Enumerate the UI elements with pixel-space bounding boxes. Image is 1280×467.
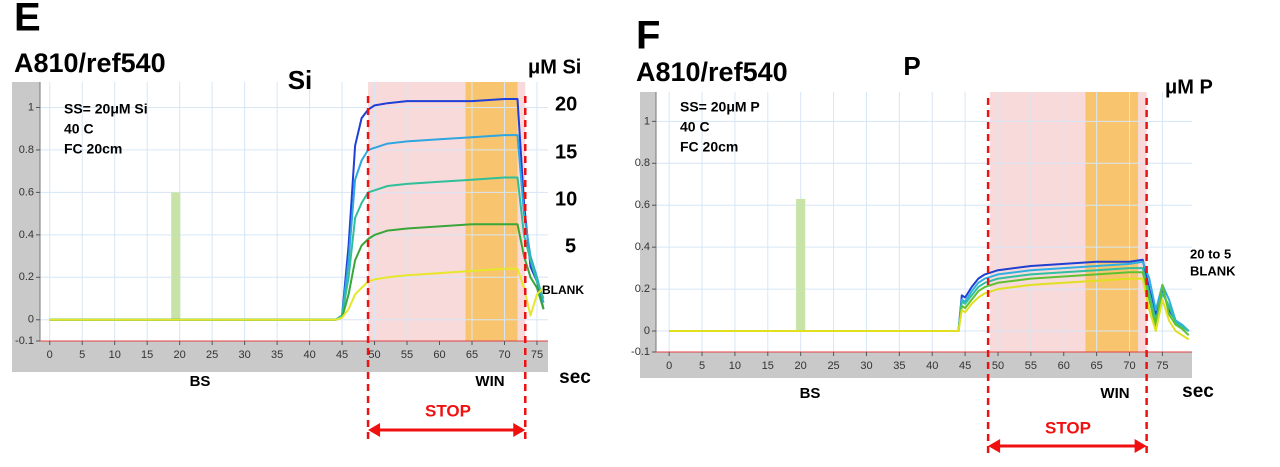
x-tick-label: 60 [433,349,445,361]
win-label: WIN [475,373,504,390]
y-tick-label: 0 [28,314,34,326]
bs-bar [171,192,181,320]
bs-label: BS [800,385,821,402]
y-tick-label: -0.1 [631,346,650,358]
x-tick-label: 10 [109,349,121,361]
y-tick-label: 0.6 [19,186,34,198]
x-tick-label: 5 [699,360,705,372]
bs-bar [796,198,806,332]
series-label: 5 [565,235,576,257]
panel-letter: E [14,0,41,40]
shaded-band [1085,92,1139,352]
win-label: WIN [1100,385,1129,402]
x-tick-label: 50 [992,360,1004,372]
side-label: 20 to 5 [1190,246,1231,261]
x-tick-label: 50 [368,349,380,361]
x-tick-label: 0 [47,349,53,361]
y-tick-label: 1 [28,101,34,113]
annotation: 40 C [64,121,94,137]
x-tick-label: 60 [1058,360,1070,372]
x-tick-label: 75 [1156,360,1168,372]
x-tick-label: 40 [303,349,315,361]
x-tick-label: 55 [401,349,413,361]
series-label: 10 [555,188,577,210]
annotation: SS= 20μM Si [64,101,148,117]
x-tick-label: 70 [498,349,510,361]
x-tick-label: 65 [1091,360,1103,372]
stop-label: STOP [1045,418,1091,437]
x-tick-label: 75 [531,349,543,361]
series-label: BLANK [542,283,584,297]
chart-title: A810/ref540 [14,48,166,78]
x-tick-label: 25 [206,349,218,361]
stop-label: STOP [425,401,471,420]
x-tick-label: 45 [336,349,348,361]
bs-label: BS [190,373,211,390]
x-tick-label: 0 [666,360,672,372]
series-line [669,277,1190,341]
chart-title: A810/ref540 [636,57,788,87]
y-tick-label: 0.2 [635,283,650,295]
x-tick-label: 10 [729,360,741,372]
series-line [49,267,545,321]
x-tick-label: 5 [79,349,85,361]
y-tick-label: 0.8 [635,157,650,169]
annotation: SS= 20μM P [680,99,760,115]
x-tick-label: 35 [271,349,283,361]
side-label: BLANK [1190,263,1236,278]
x-unit: sec [559,367,591,388]
element-label: P [903,51,920,81]
x-tick-label: 25 [827,360,839,372]
annotation: 40 C [680,119,710,135]
x-tick-label: 15 [762,360,774,372]
y-tick-label: 1 [644,115,650,127]
plot [40,82,548,341]
annotation: FC 20cm [680,139,738,155]
y-tick-label: 0.2 [19,271,34,283]
y-tick-label: 0.4 [19,229,34,241]
shaded-band [465,82,518,341]
x-tick-label: 40 [926,360,938,372]
x-tick-label: 30 [239,349,251,361]
y-tick-label: 0.4 [635,241,650,253]
x-tick-label: 65 [466,349,478,361]
x-unit: sec [1182,381,1214,402]
x-tick-label: 30 [860,360,872,372]
y-tick-label: 0 [644,325,650,337]
x-tick-label: 35 [893,360,905,372]
x-tick-label: 20 [174,349,186,361]
x-tick-label: 45 [959,360,971,372]
unit-label: μM Si [528,56,581,78]
y-tick-label: 0.6 [635,199,650,211]
y-tick-label: -0.1 [15,335,34,347]
x-tick-label: 15 [141,349,153,361]
x-tick-label: 20 [795,360,807,372]
annotation: FC 20cm [64,141,122,157]
panel-letter: F [636,14,660,58]
y-tick-label: 0.8 [19,144,34,156]
series-label: 15 [555,141,577,163]
unit-label: μM P [1165,76,1213,98]
x-tick-label: 55 [1025,360,1037,372]
plot [656,92,1192,352]
element-label: Si [288,65,313,95]
x-tick-label: 70 [1123,360,1135,372]
series-label: 20 [555,93,577,115]
